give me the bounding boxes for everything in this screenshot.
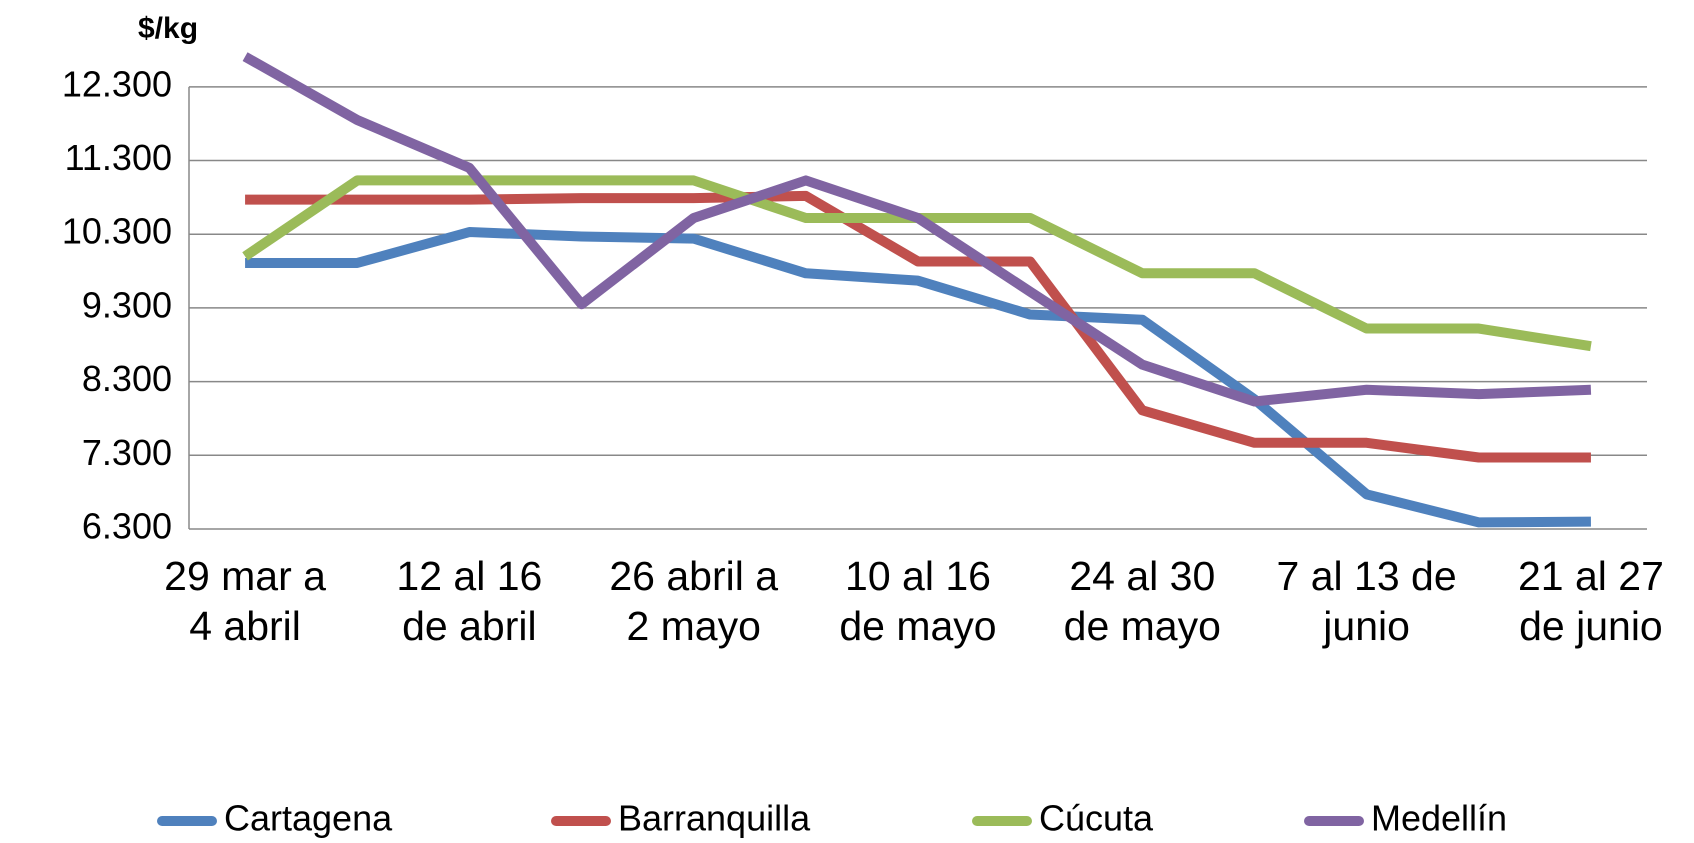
x-tick-label: 29 mar a 4 abril [164, 553, 326, 649]
y-tick-label: 9.300 [82, 284, 172, 325]
y-tick-label: 8.300 [82, 358, 172, 399]
legend-label: Barranquilla [618, 798, 811, 839]
y-tick-label: 7.300 [82, 432, 172, 473]
line-series [245, 190, 1591, 463]
x-tick-label: 10 al 16 de mayo [839, 553, 997, 649]
y-tick-label: 6.300 [82, 506, 172, 547]
line-series [245, 227, 1591, 528]
line-series [242, 52, 1592, 407]
x-tick-label: 24 al 30 de mayo [1063, 553, 1221, 649]
legend-label: Cartagena [224, 798, 393, 839]
y-tick-label: 11.300 [65, 137, 172, 178]
legend-label: Medellín [1371, 798, 1507, 839]
x-tick-label: 7 al 13 de junio [1276, 553, 1457, 649]
x-tick-label: 26 abril a 2 mayo [609, 553, 779, 649]
legend-label: Cúcuta [1039, 798, 1154, 839]
x-tick-label: 21 al 27 de junio [1517, 553, 1664, 649]
x-tick-label: 12 al 16 de abril [396, 553, 543, 649]
y-tick-label: 12.300 [62, 63, 172, 104]
y-axis-unit: $/kg [138, 12, 198, 45]
y-tick-label: 10.300 [62, 211, 172, 252]
